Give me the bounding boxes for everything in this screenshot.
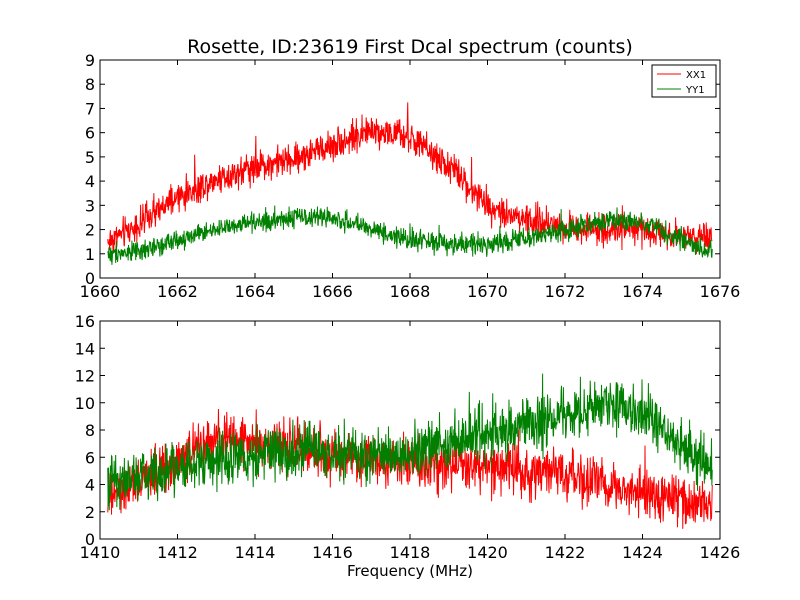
bottom-series-line-yy1 [107,373,713,511]
bottom-x-tick-label: 1418 [390,543,431,562]
top-y-tick-label: 3 [85,196,95,215]
top-x-tick-label: 1674 [622,282,663,301]
top-x-tick-label: 1662 [157,282,198,301]
top-y-tick-label: 1 [85,245,95,264]
top-plot-area [100,60,720,278]
bottom-x-tick-label: 1414 [235,543,276,562]
bottom-x-tick-label: 1422 [545,543,586,562]
top-chart-title: Rosette, ID:23619 First Dcal spectrum (c… [187,36,633,58]
bottom-x-tick-label: 1424 [622,543,663,562]
top-y-tick-label: 9 [85,51,95,70]
top-y-tick-label: 0 [85,269,95,288]
bottom-y-tick-label: 16 [75,312,95,331]
top-x-tick-label: 1666 [312,282,353,301]
bottom-y-tick-label: 6 [85,448,95,467]
legend-label-xx1: XX1 [686,70,706,81]
bottom-x-tick-label: 1420 [467,543,508,562]
top-y-tick-label: 2 [85,221,95,240]
bottom-y-tick-label: 14 [75,339,95,358]
bottom-y-tick-label: 4 [85,476,95,495]
top-chart-panel: 1660 1662 1664 1666 1668 1670 1672 1674 1676 0 1 2 3… [80,51,741,301]
bottom-y-tick-label: 8 [85,421,95,440]
bottom-y-tick-label: 10 [75,394,95,413]
legend-label-yy1: YY1 [685,85,705,96]
bottom-series-line-xx1 [107,408,713,529]
bottom-y-tick-label: 12 [75,367,95,386]
bottom-x-tick-label: 1416 [312,543,353,562]
top-x-tick-label: 1668 [390,282,431,301]
top-x-tick-label: 1660 [80,282,121,301]
bottom-chart-panel: 1410 1412 1414 1416 1418 1420 1422 1424 14260246… [75,312,741,562]
top-x-tick-label: 1676 [700,282,741,301]
legend-box [651,64,717,98]
top-x-tick-label: 1672 [545,282,586,301]
top-x-tick-label: 1664 [235,282,276,301]
bottom-y-tick-label: 2 [85,503,95,522]
top-y-tick-label: 5 [85,148,95,167]
top-y-tick-label: 4 [85,172,95,191]
bottom-x-tick-label: 1410 [80,543,121,562]
top-y-tick-label: 6 [85,124,95,143]
bottom-x-tick-label: 1412 [157,543,198,562]
bottom-x-tick-label: 1426 [700,543,741,562]
top-series-line-yy1 [107,205,713,265]
top-y-tick-label: 7 [85,99,95,118]
top-x-tick-label: 1670 [467,282,508,301]
bottom-y-tick-label: 0 [85,530,95,549]
top-series-line-xx1 [107,102,713,255]
top-y-tick-label: 8 [85,75,95,94]
bottom-chart-xlabel: Frequency (MHz) [347,562,473,580]
